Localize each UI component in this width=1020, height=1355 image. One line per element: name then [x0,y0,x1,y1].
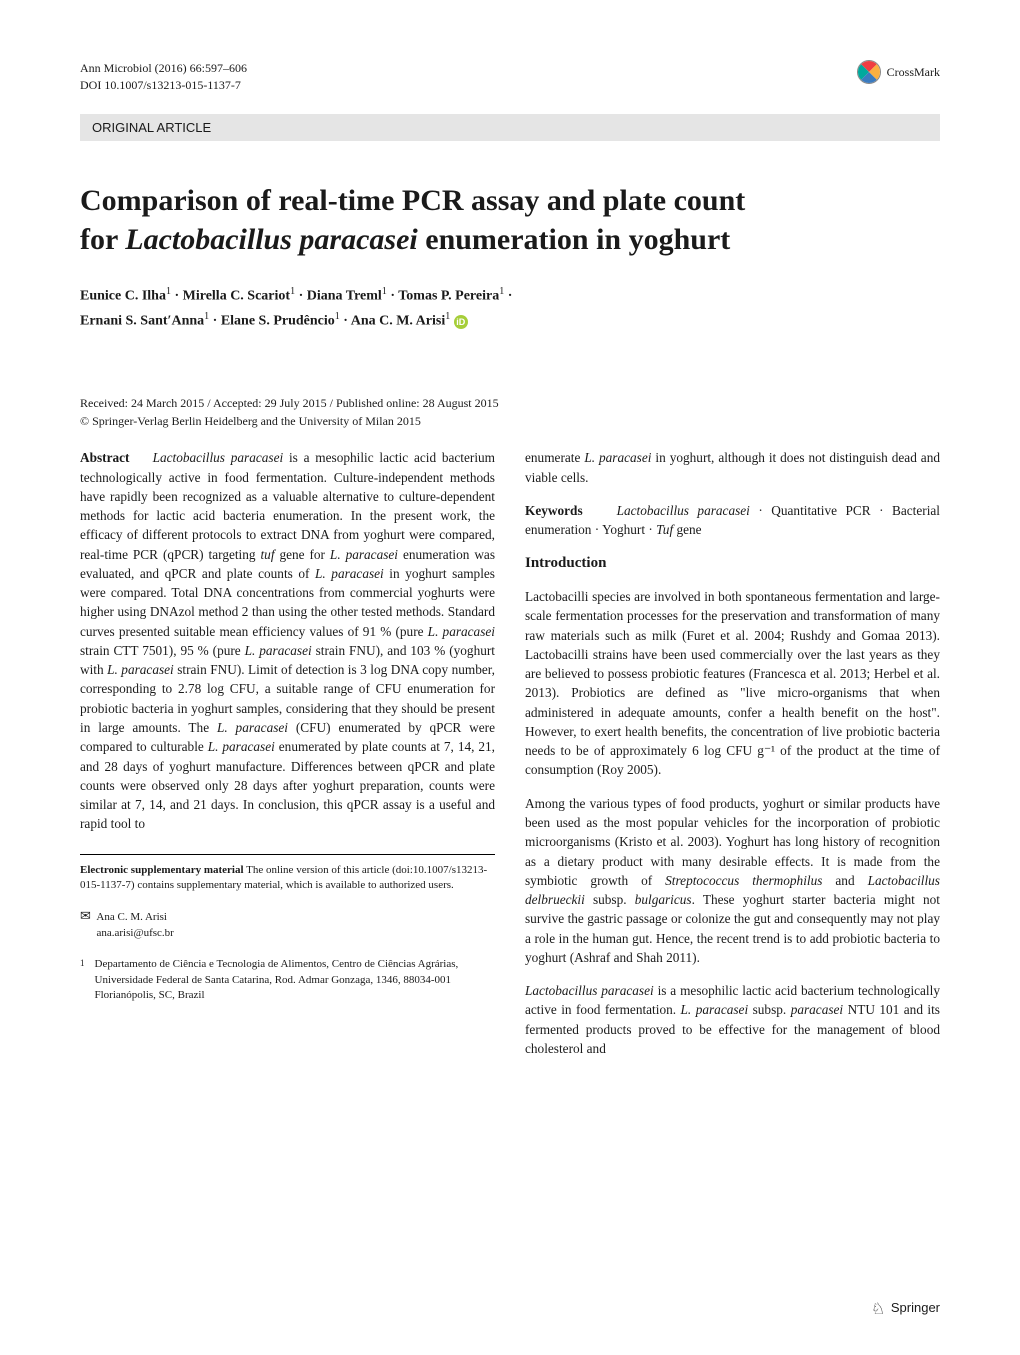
author-5: Ernani S. Sant′Anna [80,314,204,329]
corresponding-author: ✉ Ana C. M. Arisi ana.arisi@ufsc.br [80,907,495,941]
suppl-label: Electronic supplementary material [80,864,244,876]
author-2: Mirella C. Scariot [183,288,290,303]
title-line2-post: enumeration in yoghurt [418,223,731,256]
crossmark-badge[interactable]: CrossMark [857,60,940,84]
title-species: Lactobacillus paracasei [125,223,417,256]
header-row: Ann Microbiol (2016) 66:597–606 DOI 10.1… [80,60,940,94]
corresp-email: ana.arisi@ufsc.br [97,927,174,939]
intro-p3: Lactobacillus paracasei is a mesophilic … [525,981,940,1058]
publisher-logo: ♘ Springer [871,1299,940,1315]
orcid-icon[interactable]: iD [454,315,468,329]
author-list: Eunice C. Ilha1 · Mirella C. Scariot1 · … [80,283,940,335]
crossmark-label: CrossMark [887,65,940,80]
abstract-continuation: enumerate L. paracasei in yoghurt, altho… [525,448,940,487]
affil-text: Departamento de Ciência e Tecnologia de … [95,957,496,1003]
article-dates: Received: 24 March 2015 / Accepted: 29 J… [80,394,940,430]
author-6: Elane S. Prudêncio [221,314,335,329]
corresp-name: Ana C. M. Arisi [96,911,167,923]
title-line1: Comparison of real-time PCR assay and pl… [80,184,745,217]
abstract-paragraph: Abstract Lactobacillus paracasei is a me… [80,448,495,833]
supplementary-material-note: Electronic supplementary material The on… [80,854,495,894]
affil-num: 1 [80,957,85,1003]
author-1: Eunice C. Ilha [80,288,166,303]
journal-info: Ann Microbiol (2016) 66:597–606 DOI 10.1… [80,60,247,94]
introduction-heading: Introduction [525,553,940,575]
intro-p2: Among the various types of food products… [525,794,940,967]
author-7: Ana C. M. Arisi [351,314,446,329]
title-line2-pre: for [80,223,125,256]
intro-p1: Lactobacilli species are involved in bot… [525,587,940,780]
article-type-badge: ORIGINAL ARTICLE [80,114,940,141]
publisher-name: Springer [891,1300,940,1315]
abstract-label: Abstract [80,450,129,465]
right-column: enumerate L. paracasei in yoghurt, altho… [525,448,940,1072]
dates-line2: © Springer-Verlag Berlin Heidelberg and … [80,412,940,430]
springer-horse-icon: ♘ [871,1299,887,1315]
keywords-paragraph: Keywords Lactobacillus paracasei · Quant… [525,501,940,540]
envelope-icon: ✉ [80,908,91,923]
dates-line1: Received: 24 March 2015 / Accepted: 29 J… [80,394,940,412]
journal-citation: Ann Microbiol (2016) 66:597–606 [80,60,247,77]
two-column-body: Abstract Lactobacillus paracasei is a me… [80,448,940,1072]
affiliation: 1 Departamento de Ciência e Tecnologia d… [80,957,495,1003]
author-3: Diana Treml [307,288,382,303]
crossmark-icon [852,55,886,89]
left-column: Abstract Lactobacillus paracasei is a me… [80,448,495,1072]
article-title: Comparison of real-time PCR assay and pl… [80,181,940,259]
journal-doi: DOI 10.1007/s13213-015-1137-7 [80,77,247,94]
keywords-label: Keywords [525,503,583,518]
author-4: Tomas P. Pereira [398,288,499,303]
